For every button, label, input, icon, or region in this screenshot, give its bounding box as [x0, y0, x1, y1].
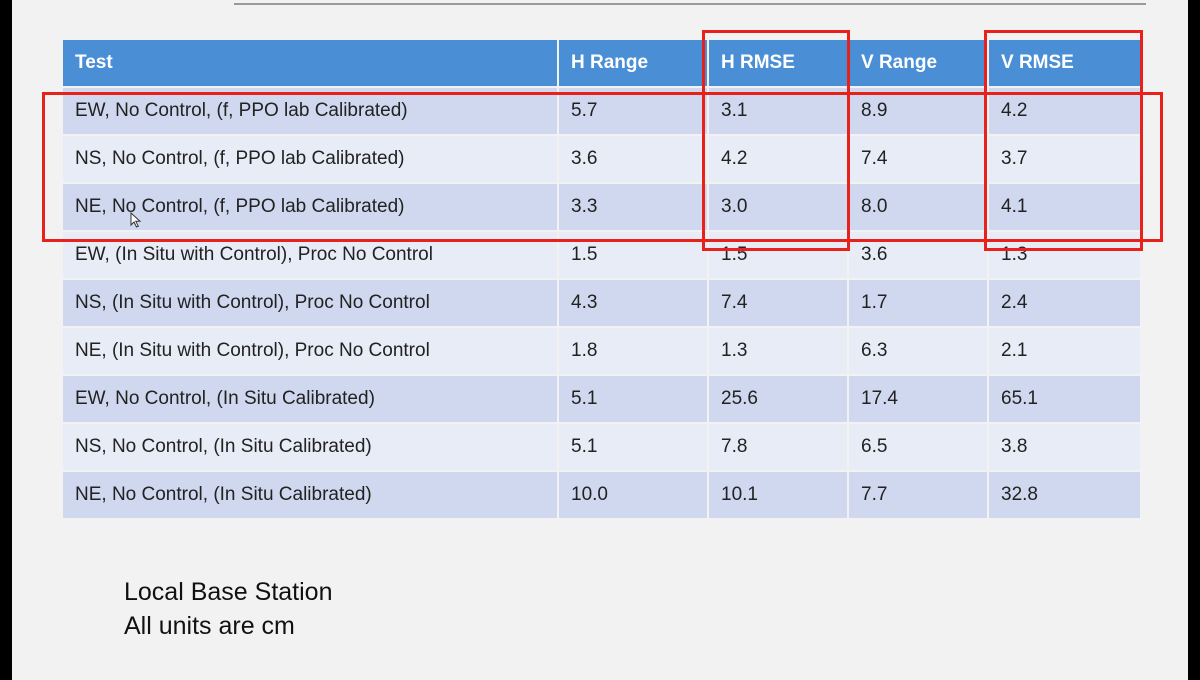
cell-v-range: 8.0 [848, 182, 989, 231]
cell-v-range: 1.7 [848, 278, 989, 327]
cell-h-rmse: 3.0 [708, 182, 849, 231]
cell-v-rmse: 65.1 [988, 374, 1140, 423]
cell-h-range: 5.7 [558, 86, 709, 135]
cell-v-rmse: 4.2 [988, 86, 1140, 135]
header-v-rmse: V RMSE [988, 40, 1140, 87]
table-row: EW, (In Situ with Control), Proc No Cont… [63, 230, 1140, 279]
table-row: NE, No Control, (f, PPO lab Calibrated) … [63, 182, 1140, 231]
cell-test: NE, (In Situ with Control), Proc No Cont… [63, 326, 559, 375]
header-test: Test [63, 40, 559, 87]
table-row: NS, (In Situ with Control), Proc No Cont… [63, 278, 1140, 327]
note-units: All units are cm [124, 612, 295, 640]
cell-h-range: 4.3 [558, 278, 709, 327]
cell-test: EW, (In Situ with Control), Proc No Cont… [63, 230, 559, 279]
cell-v-rmse: 2.4 [988, 278, 1140, 327]
table-header-row: Test H Range H RMSE V Range V RMSE [63, 40, 1140, 87]
slide: Test H Range H RMSE V Range V RMSE EW, N… [12, 0, 1188, 680]
cell-h-rmse: 1.5 [708, 230, 849, 279]
results-table: Test H Range H RMSE V Range V RMSE EW, N… [63, 40, 1140, 518]
table-row: NE, No Control, (In Situ Calibrated) 10.… [63, 470, 1140, 518]
cell-v-range: 7.7 [848, 470, 989, 518]
cell-h-range: 3.3 [558, 182, 709, 231]
top-divider [234, 3, 1146, 5]
table-row: NS, No Control, (In Situ Calibrated) 5.1… [63, 422, 1140, 471]
cell-h-rmse: 3.1 [708, 86, 849, 135]
header-h-range: H Range [558, 40, 709, 87]
cell-v-range: 17.4 [848, 374, 989, 423]
cell-v-range: 8.9 [848, 86, 989, 135]
note-base-station: Local Base Station [124, 578, 333, 606]
cell-test: NS, No Control, (In Situ Calibrated) [63, 422, 559, 471]
cell-v-rmse: 3.8 [988, 422, 1140, 471]
cell-h-rmse: 10.1 [708, 470, 849, 518]
table-row: NS, No Control, (f, PPO lab Calibrated) … [63, 134, 1140, 183]
cell-v-range: 6.5 [848, 422, 989, 471]
cell-v-rmse: 1.3 [988, 230, 1140, 279]
cell-v-rmse: 3.7 [988, 134, 1140, 183]
table-row: EW, No Control, (In Situ Calibrated) 5.1… [63, 374, 1140, 423]
header-v-range: V Range [848, 40, 989, 87]
cell-h-rmse: 25.6 [708, 374, 849, 423]
cell-h-rmse: 7.8 [708, 422, 849, 471]
cell-test: NE, No Control, (f, PPO lab Calibrated) [63, 182, 559, 231]
table-row: EW, No Control, (f, PPO lab Calibrated) … [63, 86, 1140, 135]
cell-v-rmse: 4.1 [988, 182, 1140, 231]
cell-h-range: 10.0 [558, 470, 709, 518]
cell-h-range: 3.6 [558, 134, 709, 183]
cell-v-range: 3.6 [848, 230, 989, 279]
cell-test: EW, No Control, (f, PPO lab Calibrated) [63, 86, 559, 135]
cell-h-rmse: 1.3 [708, 326, 849, 375]
cell-h-rmse: 7.4 [708, 278, 849, 327]
cell-test: EW, No Control, (In Situ Calibrated) [63, 374, 559, 423]
header-h-rmse: H RMSE [708, 40, 849, 87]
cell-h-range: 5.1 [558, 422, 709, 471]
table-row: NE, (In Situ with Control), Proc No Cont… [63, 326, 1140, 375]
cell-v-rmse: 2.1 [988, 326, 1140, 375]
cell-h-range: 1.8 [558, 326, 709, 375]
cell-h-rmse: 4.2 [708, 134, 849, 183]
cell-v-range: 7.4 [848, 134, 989, 183]
cell-h-range: 1.5 [558, 230, 709, 279]
mouse-pointer-icon [130, 212, 142, 228]
cell-v-range: 6.3 [848, 326, 989, 375]
cell-v-rmse: 32.8 [988, 470, 1140, 518]
cell-test: NS, (In Situ with Control), Proc No Cont… [63, 278, 559, 327]
cell-test: NE, No Control, (In Situ Calibrated) [63, 470, 559, 518]
cell-h-range: 5.1 [558, 374, 709, 423]
cell-test: NS, No Control, (f, PPO lab Calibrated) [63, 134, 559, 183]
